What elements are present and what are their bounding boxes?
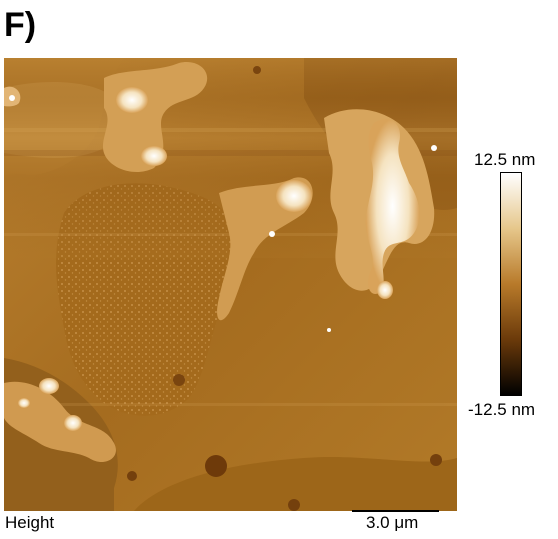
pit [288,499,300,511]
island-high [269,231,275,237]
pit [205,455,227,477]
island-cluster [217,177,313,321]
pit [253,66,261,74]
afm-height-image [4,58,457,511]
scale-bar [352,510,439,512]
island-high [327,328,331,332]
colorbar-min-label: -12.5 nm [468,400,536,419]
scale-bar-label: 3.0 μm [366,513,419,532]
pit [173,374,185,386]
panel-label: F) [4,6,37,44]
colorbar-max-label: 12.5 nm [474,150,536,169]
terrace-lower-right [134,456,457,511]
island-high [377,281,393,299]
island-high [39,378,59,394]
pit [127,471,137,481]
island-high [64,415,82,431]
island-high [365,119,420,294]
island-high [141,146,167,166]
island-high [276,180,312,212]
island-high [116,87,148,113]
channel-label: Height [5,513,55,532]
pit [430,454,442,466]
island-cluster [4,381,116,463]
height-colorbar [500,172,522,396]
island-high [431,145,437,151]
island-high [18,398,30,408]
island-high [9,95,15,101]
